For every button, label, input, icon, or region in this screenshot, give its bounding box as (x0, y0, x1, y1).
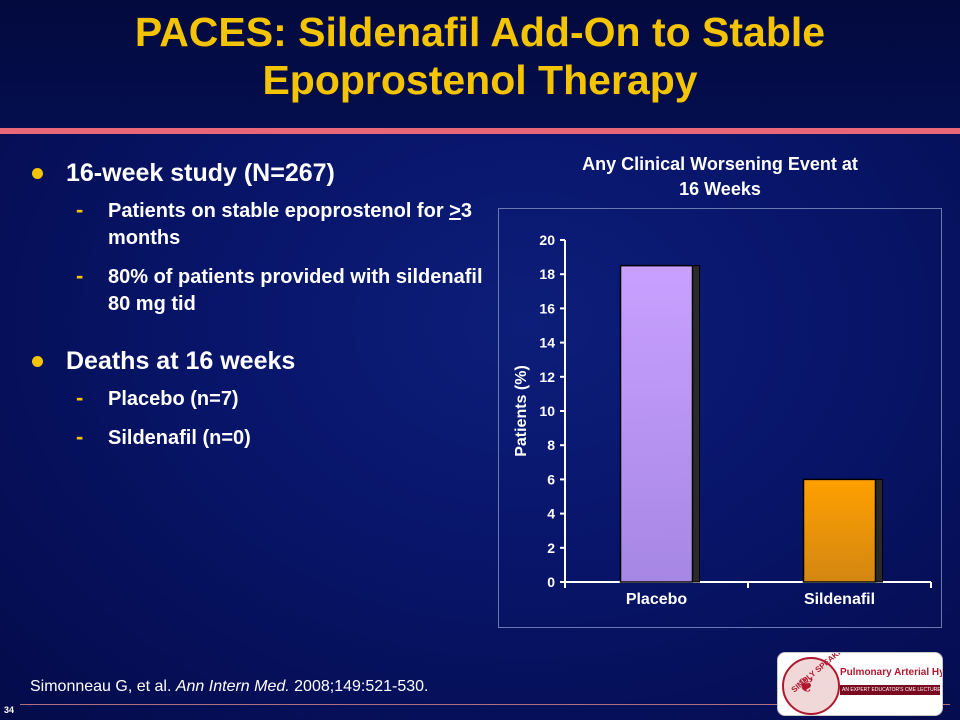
y-tick-label: 16 (539, 300, 555, 316)
sub-bullet-item: - Sildenafil (n=0) (30, 424, 500, 452)
chart-title-line2: 16 Weeks (679, 179, 761, 199)
y-tick-label: 8 (547, 437, 555, 453)
slide-title-line1: PACES: Sildenafil Add-On to Stable (134, 9, 826, 55)
y-tick-label: 18 (539, 266, 555, 282)
bar-side (875, 478, 883, 583)
y-tick-label: 4 (547, 506, 555, 522)
sub-bullet-item: - Patients on stable epoprostenol for >3… (30, 197, 500, 252)
bar (802, 478, 877, 583)
bullet-dot-icon (32, 168, 43, 179)
dash-icon: - (76, 385, 84, 410)
chart-frame: 0 2 4 6 8 10 12 14 16 18 20 Placebo Sildenafil Patien… (498, 208, 942, 628)
footer-divider (20, 704, 950, 705)
slide-title-line2: Epoprostenol Therapy (262, 57, 698, 103)
bar (619, 264, 694, 583)
logo-emblem (782, 657, 840, 715)
logo-tagline: AN EXPERT EDUCATOR'S CME LECTURE SERIES (840, 685, 942, 695)
chart-title: Any Clinical Worsening Event at 16 Weeks (510, 152, 930, 202)
y-tick-label: 12 (539, 369, 555, 385)
x-tick-label: Sildenafil (804, 591, 875, 608)
lungs-icon: ❦ (798, 675, 815, 697)
y-tick-label: 0 (547, 574, 555, 590)
bullet-list: 16-week study (N=267) - Patients on stab… (30, 158, 500, 464)
title-divider (0, 128, 960, 134)
dash-icon: - (76, 263, 84, 288)
sub-bullet-text: Placebo (n=7) (108, 388, 239, 410)
bar-chart: 0 2 4 6 8 10 12 14 16 18 20 Placebo Sildenafil Patien… (513, 232, 932, 608)
y-axis-label: Patients (%) (513, 365, 530, 457)
dash-icon: - (76, 197, 84, 222)
y-tick-label: 6 (547, 471, 555, 487)
bar-side (692, 265, 700, 583)
bullet-item: 16-week study (N=267) (30, 158, 500, 188)
citation-details: 2008;149:521-530. (289, 678, 429, 695)
title-band (0, 0, 960, 128)
sub-bullet-item: - 80% of patients provided with sildenaf… (30, 263, 500, 318)
bullet-item: Deaths at 16 weeks (30, 346, 500, 376)
bullet-text: 16-week study (N=267) (66, 159, 335, 187)
sub-bullet-text: Patients on stable epoprostenol for (108, 200, 450, 222)
sub-bullet-text: 80% of patients provided with sildenafil… (108, 266, 483, 315)
y-tick-label: 10 (539, 403, 555, 419)
bullet-dot-icon (32, 356, 43, 367)
chart-title-line1: Any Clinical Worsening Event at (582, 154, 858, 174)
y-tick-label: 14 (539, 335, 555, 351)
bullet-text: Deaths at 16 weeks (66, 347, 296, 375)
sub-bullet-text-end: 3 months (108, 200, 472, 249)
x-tick-label: Placebo (626, 591, 688, 608)
citation-authors: Simonneau G, et al. (30, 678, 176, 695)
citation-journal: Ann Intern Med. (175, 678, 290, 695)
sub-bullet-text: Sildenafil (n=0) (108, 427, 251, 449)
series-logo: ❦ SIMPLY SPEAKING Pulmonary Arterial Hyp… (777, 652, 943, 716)
page-number: 34 (4, 705, 15, 715)
sub-bullet-underlined: > (449, 200, 461, 222)
sub-bullet-item: - Placebo (n=7) (30, 385, 500, 413)
citation: Simonneau G, et al. Ann Intern Med. 2008… (30, 678, 429, 696)
dash-icon: - (76, 424, 84, 449)
slide-title: PACES: Sildenafil Add-On to Stable Epopr… (0, 8, 960, 104)
logo-name: Pulmonary Arterial Hypertension (840, 667, 942, 678)
y-tick-label: 20 (539, 232, 555, 248)
y-tick-label: 2 (547, 540, 555, 556)
